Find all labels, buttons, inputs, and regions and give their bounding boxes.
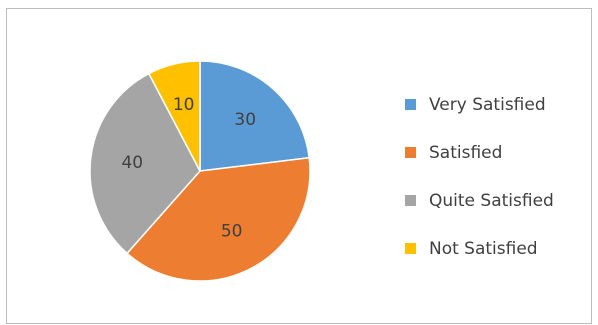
- data-label-quite-satisfied: 40: [121, 153, 143, 173]
- legend-swatch-very-satisfied: [405, 99, 416, 110]
- legend-swatch-quite-satisfied: [405, 195, 416, 206]
- legend-swatch-not-satisfied: [405, 243, 416, 254]
- chart-area: 30 50 40 10 Very Satisfied Satisfied Quite …: [6, 8, 592, 324]
- data-label-not-satisfied: 10: [173, 95, 195, 115]
- legend-swatch-satisfied: [405, 147, 416, 158]
- pie-slice-quite-satisfied: [89, 72, 201, 255]
- data-label-very-satisfied: 30: [234, 110, 256, 130]
- pie-slice-satisfied: [125, 156, 311, 282]
- legend-label-satisfied: Satisfied: [429, 143, 503, 163]
- pie-slice-very-satisfied: [199, 60, 311, 172]
- legend-label-quite-satisfied: Quite Satisfied: [429, 191, 554, 211]
- pie-slice-not-satisfied: [147, 60, 201, 172]
- pie-chart: 30 50 40 10: [89, 60, 311, 282]
- legend-label-not-satisfied: Not Satisfied: [429, 239, 538, 259]
- legend-label-very-satisfied: Very Satisfied: [429, 95, 546, 115]
- data-label-satisfied: 50: [221, 221, 243, 241]
